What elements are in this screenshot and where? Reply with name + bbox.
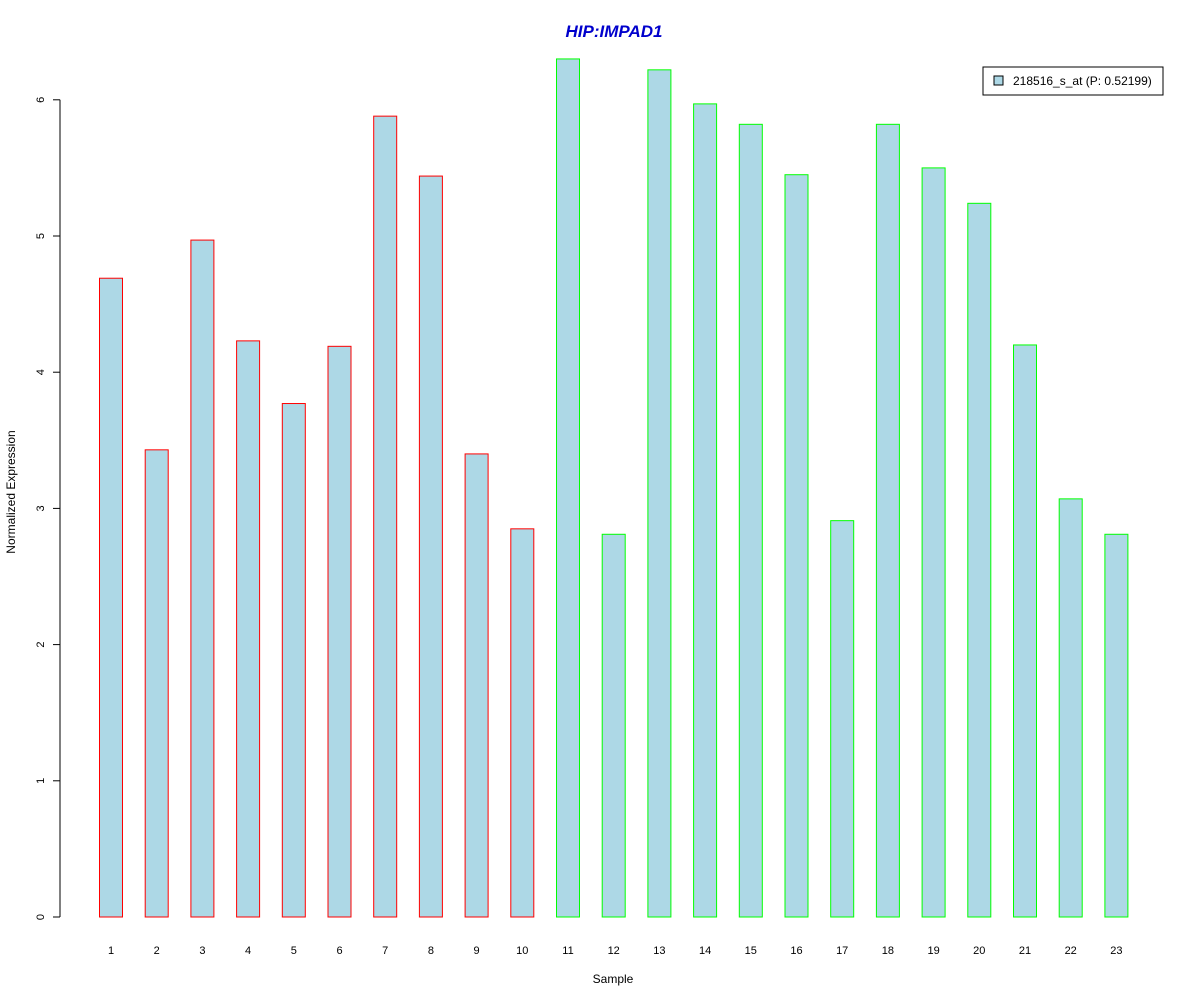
x-tick-label: 20 [973,945,985,957]
y-tick-label: 0 [35,914,47,920]
bar-sample-19 [921,167,946,918]
x-tick-label: 16 [790,945,802,957]
bar-sample-10 [510,528,535,918]
y-tick-label: 6 [35,97,47,103]
x-tick-label: 2 [154,945,160,957]
x-tick-label: 7 [382,945,388,957]
bar-sample-11 [556,58,580,918]
bar-sample-18 [875,123,900,918]
x-tick-label: 22 [1065,945,1077,957]
y-axis: 0 1 2 3 4 5 6 [35,97,61,920]
bar-sample-6 [327,345,352,918]
bar-series [99,58,1129,918]
x-tick-label: 15 [745,945,757,957]
x-tick-label: 1 [108,945,114,957]
y-axis-label: Normalized Expression [4,430,18,553]
bar-sample-20 [967,202,992,918]
bar-sample-2 [144,449,169,918]
bar-sample-8 [418,175,443,918]
bar-sample-7 [373,115,398,918]
bar-sample-16 [784,174,809,918]
y-tick-label: 5 [35,233,47,239]
x-tick-label: 10 [516,945,528,957]
x-tick-label: 12 [608,945,620,957]
legend-box [982,66,1164,96]
x-tick-label: 19 [927,945,939,957]
chart-title: HIP:IMPAD1 [566,22,663,41]
x-tick-label: 3 [199,945,205,957]
y-tick-label: 3 [35,505,47,511]
x-axis-label: Sample [593,972,634,986]
x-tick-label: 23 [1110,945,1122,957]
bar-sample-12 [601,533,626,918]
x-tick-label: 14 [699,945,711,957]
x-tick-label: 18 [882,945,894,957]
bar-sample-4 [236,340,261,918]
x-tick-label: 11 [562,945,573,957]
bar-sample-15 [738,123,763,918]
y-tick-label: 2 [35,642,47,648]
x-tick-label: 21 [1019,945,1031,957]
y-tick-label: 1 [35,778,47,784]
bar-sample-22 [1058,498,1083,918]
x-tick-label: 8 [428,945,434,957]
bar-sample-17 [830,520,855,918]
x-tick-label: 9 [474,945,480,957]
x-tick-label: 13 [653,945,665,957]
x-tick-label: 4 [245,945,251,957]
legend: 218516_s_at (P: 0.52199) [982,66,1164,96]
x-tick-label: 6 [336,945,342,957]
bar-sample-5 [281,403,306,918]
bar-sample-13 [647,69,672,918]
legend-label: 218516_s_at (P: 0.52199) [1013,74,1152,88]
bar-sample-3 [190,239,215,918]
bar-sample-1 [99,277,123,918]
x-tick-label: 5 [291,945,297,957]
x-tick-labels: 1 2 3 4 5 6 7 8 9 10 11 12 13 14 15 16 17 18 19 20 21 22 23 [108,945,1123,957]
bar-sample-23 [1104,533,1129,918]
bar-sample-21 [1013,344,1037,918]
legend-swatch [993,75,1004,86]
bar-sample-9 [464,453,489,918]
x-tick-label: 17 [836,945,848,957]
y-tick-label: 4 [35,369,47,375]
bar-sample-14 [693,103,718,918]
